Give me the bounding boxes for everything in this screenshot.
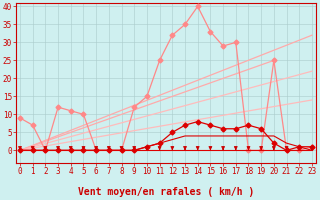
X-axis label: Vent moyen/en rafales ( km/h ): Vent moyen/en rafales ( km/h ) [78, 187, 254, 197]
